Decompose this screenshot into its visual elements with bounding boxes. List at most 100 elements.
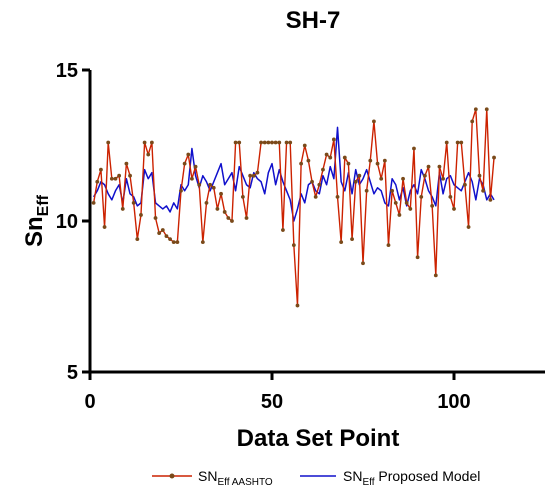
data-point-aashto-9 — [120, 207, 125, 211]
y-tick-label-1: 10 — [56, 211, 78, 233]
data-point-aashto-55 — [288, 140, 293, 145]
data-point-aashto-87 — [404, 200, 409, 205]
data-point-aashto-75 — [361, 261, 365, 266]
data-point-aashto-58 — [299, 161, 304, 166]
y-tick-label-0: 5 — [67, 362, 78, 384]
data-point-aashto-90 — [415, 255, 420, 260]
legend-label-aashto-main: SN — [198, 468, 217, 484]
data-point-aashto-20 — [160, 228, 165, 232]
data-point-aashto-70 — [342, 155, 347, 160]
data-point-aashto-66 — [328, 155, 333, 160]
data-point-aashto-89 — [412, 146, 416, 151]
data-point-aashto-3 — [99, 167, 103, 172]
data-point-aashto-29 — [193, 164, 198, 169]
data-point-aashto-51 — [273, 140, 278, 145]
data-point-aashto-103 — [463, 182, 467, 187]
data-point-aashto-6 — [109, 176, 114, 181]
data-point-aashto-108 — [481, 188, 486, 193]
data-point-aashto-97 — [441, 176, 445, 181]
data-point-aashto-88 — [408, 207, 413, 211]
legend-marker-aashto — [169, 473, 175, 479]
data-point-aashto-86 — [401, 176, 405, 181]
data-point-aashto-76 — [364, 188, 369, 193]
data-point-aashto-11 — [128, 173, 132, 178]
data-point-aashto-81 — [382, 158, 387, 163]
y-tick-label-2: 15 — [56, 60, 78, 82]
data-point-aashto-104 — [466, 225, 471, 229]
x-tick-label-1: 50 — [261, 391, 283, 413]
data-point-aashto-4 — [102, 225, 107, 229]
data-point-aashto-18 — [153, 216, 158, 220]
data-point-aashto-17 — [149, 140, 154, 145]
x-axis-title: Data Set Point — [237, 425, 400, 452]
data-point-aashto-31 — [200, 240, 205, 245]
data-point-aashto-24 — [175, 240, 180, 245]
data-point-aashto-71 — [346, 161, 351, 166]
legend-item-aashto: SNEff AASHTO — [152, 468, 273, 488]
data-point-aashto-30 — [197, 182, 202, 187]
data-point-aashto-13 — [135, 237, 140, 242]
chart-title: SH-7 — [286, 7, 341, 34]
data-point-aashto-38 — [226, 216, 231, 220]
data-point-aashto-44 — [248, 173, 253, 178]
data-point-aashto-40 — [233, 140, 238, 145]
data-point-aashto-107 — [477, 173, 482, 178]
data-point-aashto-5 — [106, 140, 111, 145]
data-point-aashto-15 — [142, 140, 147, 145]
data-point-aashto-105 — [470, 119, 475, 124]
data-point-aashto-33 — [208, 182, 213, 187]
data-point-aashto-110 — [488, 197, 493, 202]
data-point-aashto-83 — [390, 188, 395, 193]
data-point-aashto-62 — [313, 194, 318, 199]
data-point-aashto-93 — [426, 164, 431, 169]
data-point-aashto-45 — [251, 173, 256, 178]
data-point-aashto-100 — [452, 207, 456, 211]
data-point-aashto-36 — [219, 191, 223, 196]
data-point-aashto-23 — [171, 240, 176, 245]
data-point-aashto-85 — [397, 213, 402, 217]
data-point-aashto-54 — [284, 140, 289, 145]
legend-label-aashto: SNEff AASHTO — [198, 468, 273, 488]
data-point-aashto-12 — [131, 200, 136, 205]
data-point-aashto-68 — [335, 194, 340, 199]
data-point-aashto-32 — [204, 200, 209, 205]
data-point-aashto-39 — [230, 219, 234, 223]
data-point-aashto-42 — [240, 194, 245, 199]
data-point-aashto-106 — [473, 107, 478, 112]
data-point-aashto-1 — [91, 200, 96, 205]
data-point-aashto-109 — [484, 107, 489, 112]
y-axis-title: SnEff — [21, 194, 52, 247]
ticks-layer: 5 10 15 0 50 100 — [56, 60, 471, 413]
legend-item-proposed: SNEff Proposed Model — [300, 468, 480, 488]
data-point-aashto-101 — [455, 140, 460, 145]
data-point-aashto-56 — [291, 243, 296, 248]
series-layer — [91, 107, 496, 308]
data-point-aashto-77 — [368, 158, 373, 163]
legend-label-proposed-sub: Eff — [362, 477, 374, 488]
data-point-aashto-41 — [237, 140, 242, 145]
y-axis-title-sub: Eff — [35, 194, 52, 216]
data-point-aashto-49 — [266, 140, 271, 145]
data-point-aashto-46 — [255, 170, 260, 175]
data-point-aashto-95 — [433, 273, 438, 278]
data-point-aashto-47 — [259, 140, 263, 145]
legend-label-proposed-main: SN — [343, 468, 362, 484]
data-point-aashto-35 — [215, 207, 220, 211]
plot-area: 5 10 15 0 50 100 — [56, 60, 545, 413]
data-point-aashto-74 — [357, 173, 362, 178]
data-point-aashto-72 — [350, 237, 354, 242]
data-point-aashto-34 — [211, 185, 216, 190]
data-point-aashto-82 — [386, 243, 391, 248]
data-point-aashto-94 — [430, 204, 435, 208]
data-point-aashto-10 — [124, 161, 129, 166]
data-point-aashto-80 — [379, 176, 384, 181]
series-line-proposed — [92, 126, 495, 222]
data-point-aashto-63 — [317, 182, 322, 187]
data-point-aashto-98 — [444, 140, 449, 145]
data-point-aashto-69 — [339, 240, 344, 245]
data-point-aashto-96 — [437, 164, 442, 169]
data-point-aashto-102 — [459, 140, 464, 145]
data-point-aashto-65 — [324, 152, 329, 157]
data-point-aashto-57 — [295, 303, 300, 308]
